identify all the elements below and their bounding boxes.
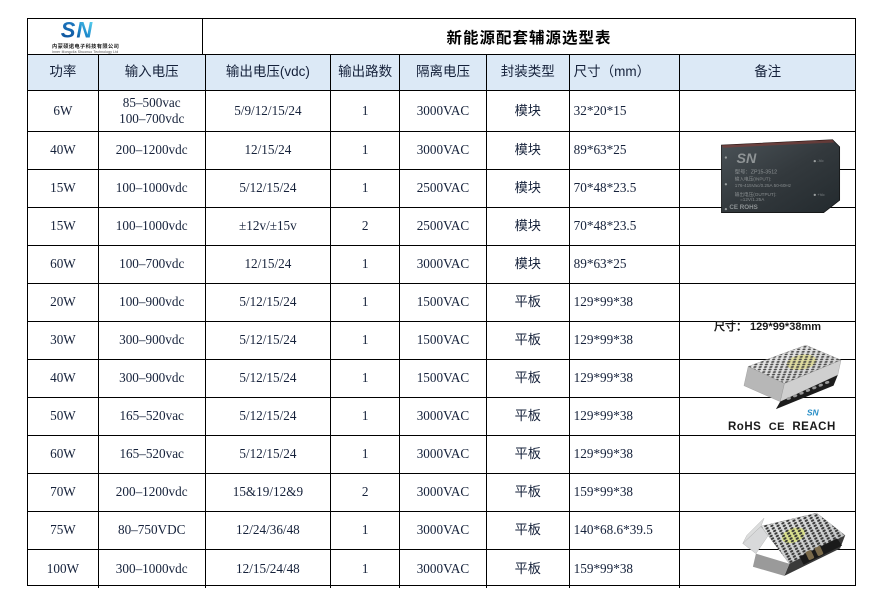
svg-text:+Vo: +Vo bbox=[817, 192, 825, 197]
svg-text:型号：ZP15-3512: 型号：ZP15-3512 bbox=[735, 168, 777, 176]
svg-text:-Vo: -Vo bbox=[817, 158, 824, 163]
svg-text:176-415Vac/0.25A 50-60Hz: 176-415Vac/0.25A 50-60Hz bbox=[735, 183, 792, 188]
svg-text:=12V/1.25A: =12V/1.25A bbox=[740, 197, 765, 202]
svg-text:CE ROHS: CE ROHS bbox=[729, 204, 757, 211]
svg-text:SN: SN bbox=[807, 408, 820, 418]
svg-text:N: N bbox=[76, 19, 93, 41]
svg-text:输入电压(INPUT):: 输入电压(INPUT): bbox=[735, 176, 772, 183]
svg-text:S: S bbox=[61, 19, 76, 41]
svg-text:SN: SN bbox=[737, 151, 757, 167]
